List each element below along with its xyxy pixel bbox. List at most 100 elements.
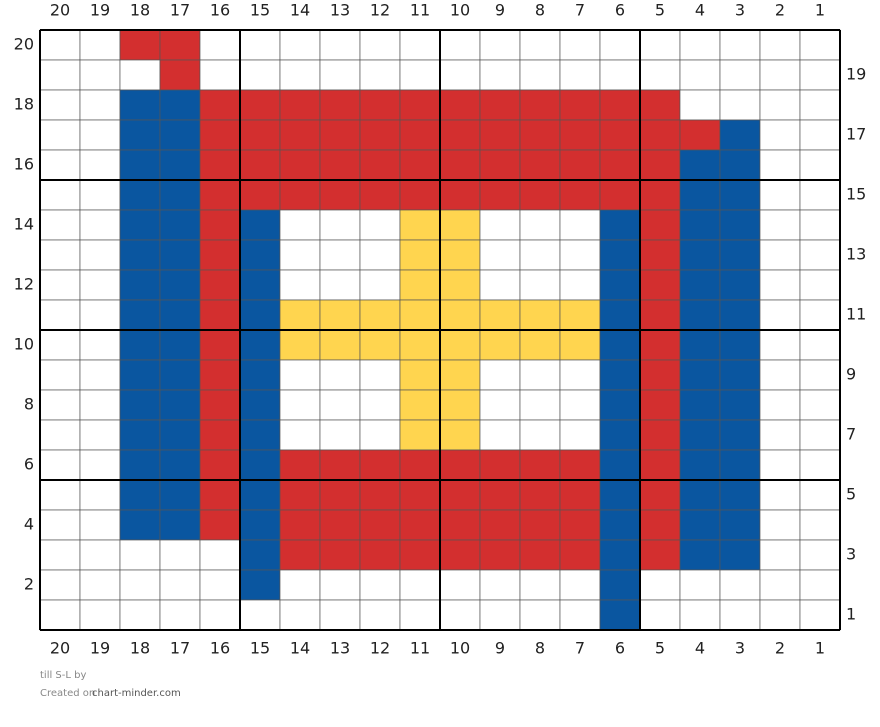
cell <box>479 209 521 241</box>
cell <box>279 479 321 511</box>
cell <box>39 359 81 391</box>
cell <box>359 569 401 601</box>
cell <box>399 239 441 271</box>
cell <box>79 209 121 241</box>
cell <box>79 479 121 511</box>
cell <box>799 419 841 451</box>
column-label: 10 <box>450 1 470 20</box>
cell <box>199 29 241 61</box>
cell <box>439 119 481 151</box>
cell <box>639 479 681 511</box>
cell <box>319 179 361 211</box>
cell <box>719 419 761 451</box>
column-label: 5 <box>655 1 665 20</box>
cell <box>399 389 441 421</box>
column-label: 19 <box>90 639 110 658</box>
cell <box>199 419 241 451</box>
cell <box>399 569 441 601</box>
cell <box>559 389 601 421</box>
cell <box>359 299 401 331</box>
cell <box>799 359 841 391</box>
cell <box>119 179 161 211</box>
column-label: 8 <box>535 639 545 658</box>
footer-credit: till S-L by <box>40 670 86 681</box>
cell <box>479 449 521 481</box>
cell <box>279 449 321 481</box>
cell <box>759 569 801 601</box>
cell <box>399 599 441 631</box>
cell <box>119 449 161 481</box>
cell <box>199 569 241 601</box>
cell <box>279 149 321 181</box>
cell <box>39 329 81 361</box>
cell <box>79 59 121 91</box>
cell <box>479 359 521 391</box>
cell <box>479 389 521 421</box>
cell <box>599 269 641 301</box>
cell <box>319 299 361 331</box>
cell <box>599 119 641 151</box>
cell <box>679 509 721 541</box>
cell <box>479 29 521 61</box>
cell <box>519 569 561 601</box>
cell <box>319 539 361 571</box>
column-label: 14 <box>290 639 310 658</box>
cell <box>759 59 801 91</box>
cell <box>639 209 681 241</box>
cell <box>359 119 401 151</box>
cell <box>719 209 761 241</box>
cell <box>439 539 481 571</box>
cell <box>439 179 481 211</box>
cell <box>639 539 681 571</box>
cell <box>719 389 761 421</box>
cell <box>279 239 321 271</box>
cell <box>479 599 521 631</box>
column-label: 10 <box>450 639 470 658</box>
cell <box>759 209 801 241</box>
cell <box>679 179 721 211</box>
cell <box>359 419 401 451</box>
cell <box>799 539 841 571</box>
cell <box>239 179 281 211</box>
cell <box>39 89 81 121</box>
cell <box>359 449 401 481</box>
cell <box>679 449 721 481</box>
cell <box>559 59 601 91</box>
cell <box>39 119 81 151</box>
cell <box>799 599 841 631</box>
cell <box>559 569 601 601</box>
cell <box>599 29 641 61</box>
cell <box>599 389 641 421</box>
cell <box>519 509 561 541</box>
column-label: 12 <box>370 639 390 658</box>
cell <box>39 149 81 181</box>
cell <box>519 299 561 331</box>
cell <box>79 569 121 601</box>
cell <box>799 209 841 241</box>
cell <box>39 179 81 211</box>
cell <box>359 329 401 361</box>
cell <box>439 29 481 61</box>
cell <box>719 479 761 511</box>
cell <box>759 299 801 331</box>
cell <box>639 599 681 631</box>
cell <box>719 179 761 211</box>
cell <box>79 359 121 391</box>
cell <box>759 89 801 121</box>
cell <box>439 479 481 511</box>
cell <box>279 59 321 91</box>
column-label: 11 <box>410 639 430 658</box>
cell <box>559 539 601 571</box>
cell <box>519 599 561 631</box>
cell <box>559 89 601 121</box>
cell <box>199 479 241 511</box>
cell <box>359 599 401 631</box>
column-label: 9 <box>495 639 505 658</box>
cell <box>519 419 561 451</box>
row-label: 14 <box>14 215 34 234</box>
cell <box>159 59 201 91</box>
cell <box>279 599 321 631</box>
cell <box>759 449 801 481</box>
cell <box>199 449 241 481</box>
cell <box>679 419 721 451</box>
